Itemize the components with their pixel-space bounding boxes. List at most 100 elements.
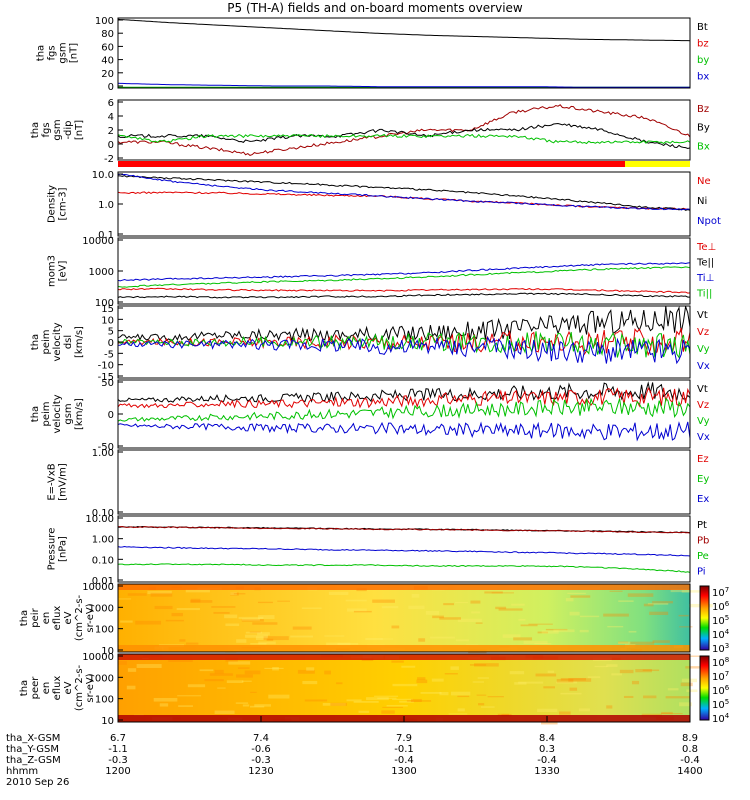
series-line-te <box>117 287 691 294</box>
spectrogram-cell <box>190 600 213 603</box>
spectrogram-cell <box>420 691 442 694</box>
spectrogram-band-top <box>118 584 690 590</box>
spectrogram-cell <box>268 694 290 699</box>
panel-frame <box>117 17 691 89</box>
spectrogram-cell <box>618 600 634 602</box>
spectrogram-cell <box>578 708 590 712</box>
spectrogram-cell <box>559 711 571 715</box>
x-tick-label: -0.4 <box>537 755 557 766</box>
x-tick-label: 1200 <box>105 766 130 777</box>
spectrogram-cell <box>509 671 525 675</box>
y-axis-label: mom3 <box>47 255 58 287</box>
spectrogram-cell <box>545 628 568 631</box>
y-axis-label: (cm^2-s- <box>74 664 85 711</box>
spectrogram-cell <box>432 615 444 619</box>
x-axis-row-label: tha_Z-GSM <box>6 755 61 766</box>
legend-label: Vz <box>697 327 709 338</box>
spectrogram-cell <box>454 601 468 604</box>
y-tick-label: 0 <box>108 140 114 151</box>
y-axis-label: [nPa] <box>58 536 69 562</box>
panel-2 <box>117 99 691 161</box>
spectrogram-cell <box>472 681 485 683</box>
x-tick-label: 1400 <box>677 766 702 777</box>
spectrogram-cell <box>263 636 289 641</box>
legend-label: Pb <box>697 536 709 547</box>
spectrogram-cell <box>241 618 264 622</box>
spectrogram-cell <box>570 595 591 598</box>
series-line-ni <box>118 175 691 211</box>
spectrogram-cell <box>643 695 657 699</box>
spectrogram-cell <box>190 598 201 603</box>
spectrogram-cell <box>635 669 652 673</box>
spectrogram-cell <box>209 673 233 676</box>
series-line-pi <box>117 545 691 557</box>
x-tick-label: -0.6 <box>251 744 271 755</box>
legend-label: Ni <box>697 196 707 207</box>
spectrogram-cell <box>245 634 268 638</box>
spectrogram-cell <box>147 590 172 595</box>
colorbar-tick-label: 106 <box>712 684 730 697</box>
spectrogram-cell <box>660 713 683 715</box>
spectrogram-cell <box>255 636 268 640</box>
spectrogram-cell <box>120 620 133 623</box>
spectrogram-cell <box>245 631 263 634</box>
spectrogram-cell <box>642 669 660 672</box>
y-axis-label: en <box>41 612 52 625</box>
spectrogram-cell <box>607 625 624 628</box>
panel-6 <box>117 379 691 449</box>
x-axis-row-label: tha_Y-GSM <box>6 744 59 755</box>
spectrogram-cell <box>236 639 247 643</box>
spectrogram-cell <box>290 635 313 638</box>
spectrogram-cell <box>337 642 359 645</box>
x-axis-row-label: 2010 Sep 26 <box>6 777 69 788</box>
series-line-vz <box>117 387 691 409</box>
spectrogram-cell <box>328 591 349 595</box>
x-tick-label: 8.9 <box>682 733 698 744</box>
spectrogram-cell <box>154 605 173 610</box>
series-line-by <box>117 122 691 150</box>
legend-label: Vy <box>697 416 710 427</box>
spectrogram-cell <box>629 641 655 645</box>
spectrogram-cell <box>381 710 395 714</box>
x-tick-label: -0.4 <box>680 755 700 766</box>
spectrogram-cell <box>439 617 461 620</box>
colorbar-tick-label: 104 <box>712 712 730 725</box>
y-tick-label: 6 <box>108 98 114 109</box>
spectrogram-cell <box>611 673 623 676</box>
spectrogram-cell <box>518 681 544 684</box>
spectrogram-cell <box>127 593 147 596</box>
spectrogram-cell <box>185 642 199 645</box>
series-line-pb <box>118 525 691 534</box>
series-line-ti <box>117 262 691 282</box>
spectrogram-cell <box>560 677 586 681</box>
spectrogram-cell <box>678 614 689 617</box>
spectrogram-cell <box>679 626 693 628</box>
y-axis-label: tha <box>30 406 41 422</box>
colorbar-tick-label: 106 <box>712 600 730 613</box>
spectrogram-cell <box>135 620 162 625</box>
series-line-vx <box>117 421 691 442</box>
series-line-vy <box>117 331 691 359</box>
spectrogram-cell <box>623 695 634 698</box>
spectrogram-cell <box>543 686 555 689</box>
spectrogram-cell <box>118 598 132 600</box>
spectrogram-cell <box>450 691 471 696</box>
spectrogram-cell <box>241 618 260 621</box>
x-tick-label: -1.1 <box>108 744 128 755</box>
y-axis-label: (cm^2-s- <box>74 594 85 641</box>
spectrogram-cell <box>252 622 278 625</box>
x-tick-label: 1300 <box>391 766 416 777</box>
legend-label: Bx <box>697 141 710 152</box>
spectrogram-cell <box>374 695 399 697</box>
spectrogram-cell <box>652 601 673 604</box>
y-tick-label: 50 <box>101 378 114 389</box>
spectrogram-cell <box>304 699 328 702</box>
spectrogram-cell <box>199 669 214 672</box>
y-axis-label: [km/s] <box>74 326 85 358</box>
spectrogram-cell <box>244 670 261 675</box>
y-axis-label: Density <box>47 185 58 223</box>
spectrogram-cell <box>324 635 345 637</box>
y-axis-label: peim <box>41 329 52 354</box>
spectrogram-band-top <box>118 654 690 660</box>
